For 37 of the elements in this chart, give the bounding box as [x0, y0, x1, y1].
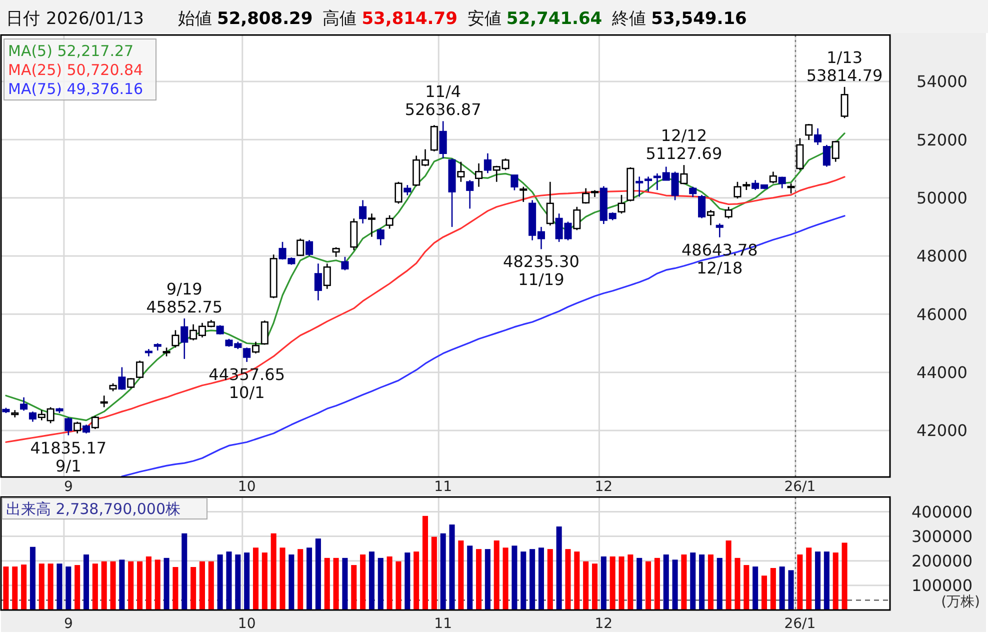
- y-tick-label: 48000: [916, 246, 968, 266]
- y-tick-label: 54000: [916, 72, 968, 92]
- annotation: 11/4 52636.87: [404, 82, 482, 120]
- y-tick-label: 44000: [916, 362, 968, 382]
- x-tick-label: 26/1: [784, 479, 816, 495]
- text: 安値 52,741.64: [467, 9, 602, 29]
- annotation: 48235.30 11/19: [503, 252, 580, 290]
- text: 高値 53,814.79: [322, 9, 458, 29]
- x-tick-label: 9: [64, 479, 73, 495]
- y-tick-label: 42000: [916, 421, 968, 440]
- y-tick-label: 46000: [916, 304, 968, 324]
- chart-title: 出来高 2,738,790,000株: [6, 500, 181, 518]
- annotation: 1/13 53814.79: [806, 48, 883, 85]
- text: 始値 52,808.29: [178, 9, 313, 29]
- y-tick-label: 300000: [911, 526, 973, 546]
- x-tick-label: 26/1: [784, 616, 816, 632]
- x-tick-label: 12: [594, 616, 613, 632]
- text: MA(5) 52,217.27: [8, 42, 134, 60]
- y-tick-label: 100000: [911, 576, 973, 596]
- x-tick-label: 10: [238, 479, 256, 495]
- x-tick-label: 11: [434, 479, 452, 495]
- x-tick-label: 12: [594, 479, 613, 495]
- y-tick-label: 200000: [911, 551, 973, 570]
- x-tick-label: 10: [238, 616, 256, 632]
- annotation: 9/19 45852.75: [146, 279, 223, 316]
- y-tick-label: 52000: [916, 130, 968, 150]
- y-tick-label: 400000: [911, 502, 973, 522]
- text: MA(75) 49,376.16: [8, 80, 144, 98]
- text: MA(25) 50,720.84: [8, 61, 144, 79]
- text: 終値 53,549.16: [611, 9, 747, 29]
- chart-title: 日付 2026/01/13: [6, 9, 144, 29]
- annotation: 41835.17 9/1: [30, 438, 107, 476]
- annotation: 12/12 51127.69: [646, 126, 722, 164]
- y-tick-label: 50000: [916, 188, 968, 208]
- x-tick-label: 11: [434, 616, 452, 632]
- x-tick-label: 9: [64, 616, 73, 632]
- y-axis-title: (万株): [941, 594, 980, 610]
